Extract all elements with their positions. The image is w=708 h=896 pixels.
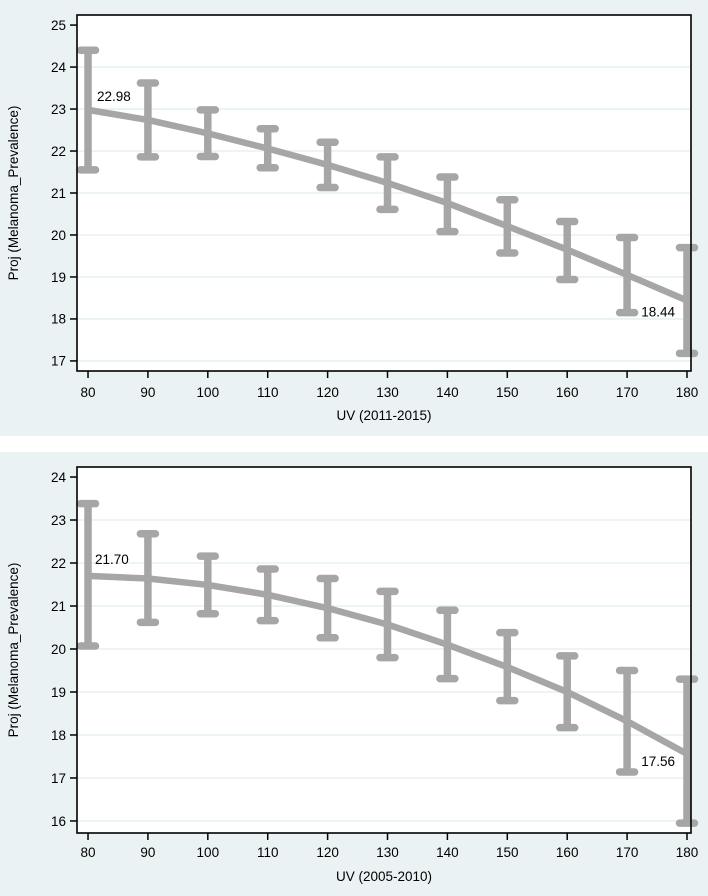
x-tick-label: 160 — [556, 385, 579, 400]
x-tick-label: 170 — [616, 385, 639, 400]
x-axis-title: UV (2011-2015) — [336, 408, 431, 423]
y-tick-label: 17 — [51, 771, 66, 786]
y-tick-label: 22 — [51, 556, 66, 571]
x-tick-label: 130 — [376, 385, 399, 400]
x-tick-label: 120 — [316, 385, 339, 400]
plot-border — [76, 466, 692, 834]
y-tick-label: 22 — [51, 144, 66, 159]
trend-line — [84, 106, 691, 304]
x-tick-label: 80 — [81, 385, 96, 400]
x-tick-label: 150 — [496, 845, 519, 860]
y-tick-label: 18 — [51, 728, 66, 743]
x-tick-label: 100 — [197, 845, 220, 860]
y-tick-label: 19 — [51, 270, 66, 285]
panel-divider — [0, 436, 708, 452]
y-tick-label: 24 — [51, 60, 67, 75]
x-tick-label: 180 — [676, 845, 699, 860]
x-tick-label: 110 — [257, 385, 279, 400]
point-label: 18.44 — [641, 304, 675, 319]
trend-line — [84, 572, 691, 758]
x-axis-title: UV (2005-2010) — [336, 869, 432, 884]
y-tick-label: 23 — [51, 513, 66, 528]
melanoma-prevalence-uv-2011-2015-chart: 17 18 19 20 21 22 23 24 25 80 90 100 110 120 130 140 150… — [0, 0, 708, 436]
x-tick-label: 140 — [436, 385, 459, 400]
point-label: 22.98 — [97, 89, 131, 104]
y-axis-title: Proj (Melanoma_Prevalence) — [6, 563, 21, 738]
y-tick-label: 20 — [51, 228, 66, 243]
y-tick-label: 24 — [51, 470, 67, 485]
x-tick-label: 80 — [81, 845, 96, 860]
y-tick-label: 21 — [51, 186, 66, 201]
y-axis-title: Proj (Melanoma_Prevalence) — [6, 106, 21, 281]
x-tick-label: 90 — [140, 845, 155, 860]
chart-panel-2005-2010: 16 17 18 19 20 21 22 23 24 80 90 100 110 120 130 140 150… — [0, 452, 708, 896]
x-tick-label: 170 — [616, 845, 639, 860]
x-tick-label: 100 — [197, 385, 220, 400]
y-tick-label: 21 — [51, 599, 66, 614]
y-tick-label: 25 — [51, 18, 66, 33]
y-tick-label: 20 — [51, 642, 66, 657]
y-tick-label: 17 — [51, 354, 66, 369]
x-tick-label: 140 — [436, 845, 459, 860]
point-label: 17.56 — [641, 754, 675, 769]
x-tick-label: 180 — [676, 385, 699, 400]
x-tick-label: 150 — [496, 385, 519, 400]
x-tick-label: 160 — [556, 845, 579, 860]
y-tick-label: 18 — [51, 312, 66, 327]
chart-panel-2011-2015: 17 18 19 20 21 22 23 24 25 80 90 100 110 120 130 140 150… — [0, 0, 708, 436]
point-label: 21.70 — [95, 552, 129, 567]
x-tick-label: 110 — [257, 845, 279, 860]
y-tick-label: 19 — [51, 685, 66, 700]
x-tick-label: 120 — [316, 845, 339, 860]
y-tick-label: 23 — [51, 102, 66, 117]
melanoma-prevalence-uv-2005-2010-chart: 16 17 18 19 20 21 22 23 24 80 90 100 110 120 130 140 150… — [0, 452, 708, 896]
y-tick-label: 16 — [51, 814, 66, 829]
x-tick-label: 90 — [140, 385, 155, 400]
x-tick-label: 130 — [376, 845, 399, 860]
